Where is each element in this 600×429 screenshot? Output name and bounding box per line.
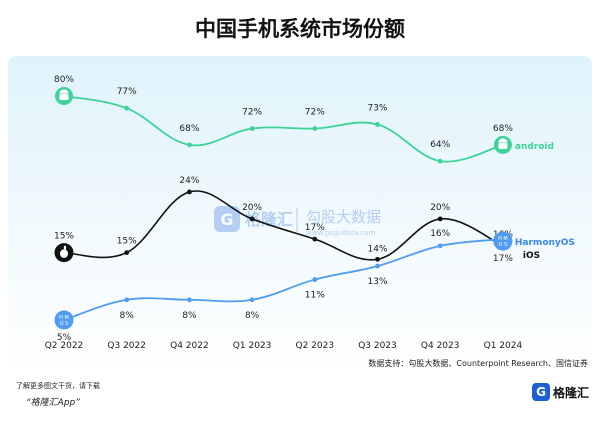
watermark-logo-icon [214, 206, 240, 232]
x-tick-label: Q4 2022 [170, 341, 209, 351]
data-point [249, 216, 255, 222]
data-label: 11% [305, 291, 325, 301]
series-label-harmonyos: HarmonyOS [515, 238, 575, 248]
data-point [375, 256, 380, 262]
data-label: 64% [430, 140, 450, 150]
data-label: 16% [430, 229, 450, 239]
svg-text:H M: H M [59, 315, 69, 321]
source-note: 数据支持：勾股大数据、Counterpoint Research、国信证券 [368, 358, 588, 368]
apple-logo-icon [54, 243, 74, 263]
data-label: 68% [493, 124, 513, 134]
data-label: 13% [367, 277, 387, 287]
watermark-brand: 格隆汇 [245, 210, 293, 229]
x-tick-label: Q1 2024 [484, 341, 523, 351]
chart-panel [8, 56, 592, 378]
x-axis: Q2 2022 Q3 2022 Q4 2022 Q1 2023 Q2 2023 Q3 20… [45, 341, 523, 351]
data-label: 72% [305, 108, 325, 118]
data-label: 15% [54, 232, 74, 242]
x-tick-label: Q2 2023 [296, 341, 335, 351]
watermark: G 格隆汇 勾股大数据 www.gogudata.com [214, 206, 381, 237]
data-label: 80% [54, 75, 74, 85]
svg-text:O S: O S [60, 321, 69, 327]
series-line-harmonyos [63, 238, 503, 321]
data-label: 8% [245, 311, 260, 321]
data-point [312, 126, 318, 131]
data-label: 8% [120, 311, 135, 321]
android-robot-icon [493, 135, 512, 154]
footer-logo: G 格隆汇 [532, 382, 592, 402]
data-point [375, 122, 380, 127]
data-label: 24% [179, 176, 199, 186]
series-label-ios: iOS [523, 251, 540, 261]
svg-text:O S: O S [499, 242, 508, 248]
series-line-android [63, 95, 504, 163]
x-tick-label: Q3 2023 [358, 341, 397, 351]
x-tick-label: Q4 2023 [421, 341, 460, 351]
data-point [437, 216, 443, 222]
data-point [187, 189, 192, 195]
data-point [375, 263, 380, 269]
data-label: 17% [493, 254, 513, 264]
x-tick-label: Q1 2023 [233, 341, 272, 351]
android-robot-icon [55, 87, 73, 105]
x-tick-label: Q2 2022 [45, 341, 84, 351]
hmos-badge-icon: H MO S [54, 310, 74, 330]
data-point [437, 243, 443, 249]
data-label: 17% [305, 223, 325, 233]
watermark-site: www.gogudata.com [306, 229, 375, 237]
data-point [187, 297, 192, 303]
data-label: 14% [367, 244, 387, 254]
footer-logo-text: 格隆汇 [553, 385, 589, 400]
series-layer: 80%77%68%72% 72% 73%64%68%15% 15%24%20%17%1… [54, 75, 513, 343]
data-label: 77% [117, 87, 137, 97]
watermark-logo-letter: G [220, 210, 233, 229]
data-label: 5% [57, 333, 72, 343]
data-label: 8% [182, 311, 197, 321]
footer-logo-icon [532, 383, 550, 401]
data-label: 20% [430, 203, 450, 213]
series-line-ios [63, 190, 504, 261]
data-point [124, 297, 130, 303]
data-point [312, 236, 318, 242]
data-label: 73% [367, 103, 387, 113]
hmos-badge-icon: H MO S [493, 231, 513, 251]
data-point [124, 250, 130, 256]
svg-text:H M: H M [498, 236, 508, 242]
data-point [437, 158, 443, 164]
data-label: 15% [117, 237, 137, 247]
data-label: 20% [242, 203, 262, 213]
series-harmonyos: 5% 8% 8% 8% 11% 13% 16% 17% [57, 229, 513, 343]
data-point [249, 297, 255, 303]
series-android: 80% 77% 68% 72% 72% 73% 64% 68% [54, 75, 513, 164]
series-ios: 15% 15% 24% 20% 17% 14% 20% 16% [54, 176, 513, 262]
watermark-product: 勾股大数据 [306, 208, 381, 226]
x-tick-label: Q3 2022 [107, 341, 146, 351]
data-point [249, 126, 255, 131]
footer-logo-letter: G [536, 385, 546, 399]
data-label: 68% [179, 124, 199, 134]
data-point [312, 277, 318, 282]
data-point [124, 105, 130, 111]
data-label: 72% [242, 108, 262, 118]
footer-line-2: “格隆汇App” [26, 398, 80, 408]
data-point [187, 142, 192, 148]
chart-title: 中国手机系统市场份额 [195, 17, 405, 41]
footer-line-1: 了解更多图文干货，请下载 [16, 382, 100, 390]
series-label-android: android [515, 142, 554, 152]
